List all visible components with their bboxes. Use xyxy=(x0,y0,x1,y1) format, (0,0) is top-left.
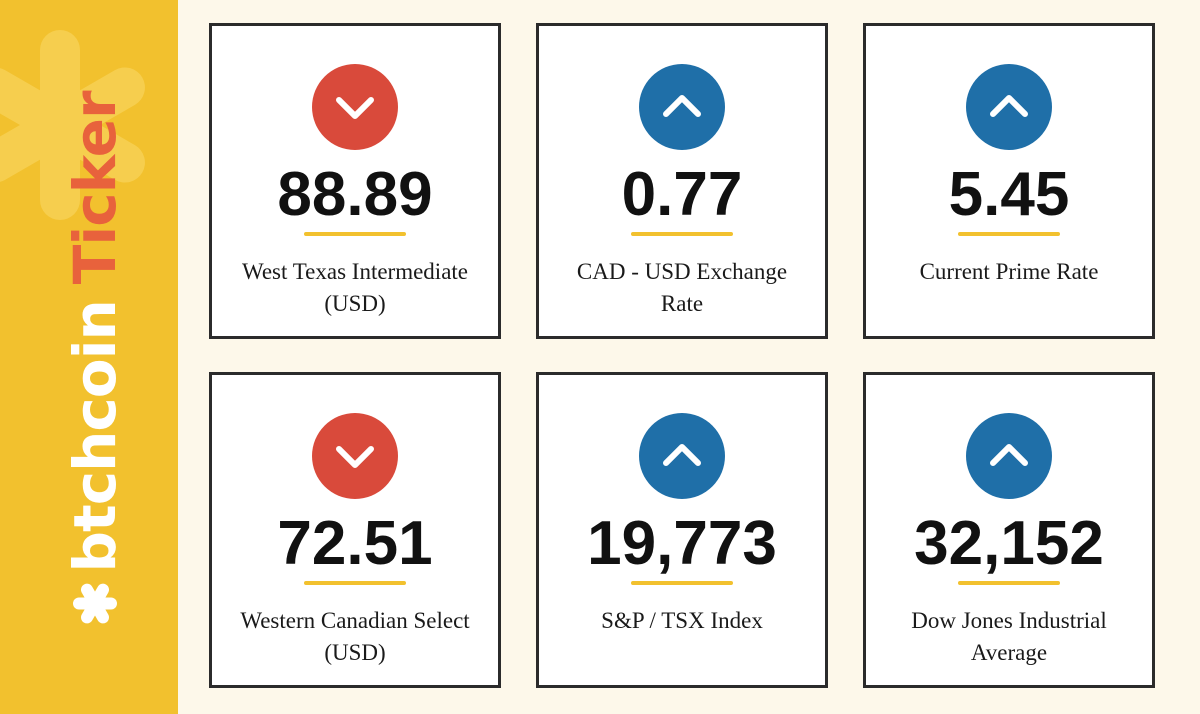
chevron-up-icon xyxy=(990,444,1028,466)
ticker-card-dow-jones: 32,152 Dow Jones Industrial Average xyxy=(863,372,1155,688)
ticker-value: 19,773 xyxy=(587,509,777,578)
ticker-card-cad-usd: 0.77 CAD - USD Exchange Rate xyxy=(536,23,828,339)
ticker-label: CAD - USD Exchange Rate xyxy=(576,259,788,316)
chevron-up-icon xyxy=(663,444,701,466)
ticker-value: 72.51 xyxy=(277,509,433,578)
ticker-label: Western Canadian Select (USD) xyxy=(240,608,470,665)
chevron-up-icon xyxy=(990,95,1028,117)
ticker-label: S&P / TSX Index xyxy=(601,608,763,633)
brand-logo: btchcoin Ticker xyxy=(61,91,129,628)
chevron-down-icon xyxy=(336,446,374,468)
value-underline xyxy=(304,581,406,585)
ticker-value: 5.45 xyxy=(948,160,1070,229)
ticker-label: Dow Jones Industrial Average xyxy=(911,608,1107,665)
ticker-label: West Texas Intermediate (USD) xyxy=(241,259,469,316)
ticker-card-wcs: 72.51 Western Canadian Select (USD) xyxy=(209,372,501,688)
ticker-card-tsx: 19,773 S&P / TSX Index xyxy=(536,372,828,688)
ticker-card-prime-rate: 5.45 Current Prime Rate xyxy=(863,23,1155,339)
burst-decoration-icon xyxy=(0,30,145,220)
chevron-up-icon xyxy=(663,95,701,117)
ticker-value: 32,152 xyxy=(914,509,1104,578)
value-underline xyxy=(631,581,733,585)
trend-down-indicator xyxy=(312,413,398,499)
brand-name: btchcoin xyxy=(61,300,129,573)
trend-up-indicator xyxy=(966,64,1052,150)
trend-up-indicator xyxy=(966,413,1052,499)
asterisk-logo-icon xyxy=(73,583,117,624)
ticker-card-wti: 88.89 West Texas Intermediate (USD) xyxy=(209,23,501,339)
brand-sidebar: btchcoin Ticker xyxy=(0,0,178,714)
chevron-down-icon xyxy=(336,97,374,119)
brand-suffix: Ticker xyxy=(61,91,129,285)
trend-up-indicator xyxy=(639,64,725,150)
trend-down-indicator xyxy=(312,64,398,150)
value-underline xyxy=(958,581,1060,585)
ticker-value: 88.89 xyxy=(277,160,433,229)
ticker-value: 0.77 xyxy=(621,160,743,229)
value-underline xyxy=(958,232,1060,236)
value-underline xyxy=(631,232,733,236)
ticker-label: Current Prime Rate xyxy=(919,259,1099,284)
trend-up-indicator xyxy=(639,413,725,499)
value-underline xyxy=(304,232,406,236)
